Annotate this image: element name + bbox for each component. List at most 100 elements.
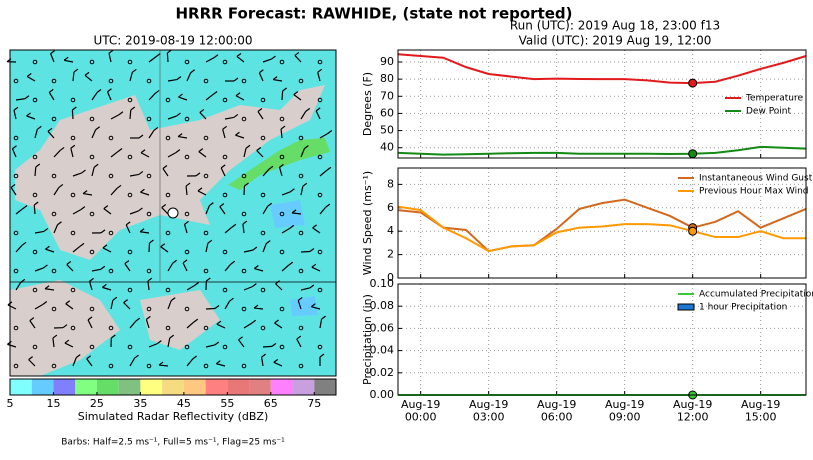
- barb: [182, 262, 188, 272]
- calm-dot: [32, 249, 38, 255]
- calm-dot: [203, 268, 209, 274]
- barb: [72, 106, 77, 111]
- barb: [185, 185, 188, 196]
- barb: [59, 146, 65, 151]
- barb: [44, 285, 50, 290]
- barb: [293, 94, 302, 101]
- barb: [110, 150, 119, 158]
- barb: [262, 243, 267, 253]
- calm-dot: [127, 154, 133, 160]
- colorbar-tick-label: 55: [220, 397, 234, 410]
- barb: [309, 248, 315, 253]
- panel-frame: [397, 49, 807, 159]
- barb: [65, 300, 71, 305]
- barb: [100, 265, 106, 270]
- barb: [311, 266, 321, 272]
- barb: [300, 186, 304, 196]
- barb: [162, 168, 169, 177]
- barb: [178, 93, 183, 98]
- barb: [134, 354, 139, 359]
- barb: [258, 72, 264, 82]
- barb: [64, 342, 74, 348]
- colorbar-segment: [10, 379, 32, 395]
- calm-dot: [32, 192, 38, 198]
- barb: [52, 334, 58, 339]
- barb: [319, 132, 329, 139]
- terrain: [140, 290, 220, 350]
- calm-dot: [89, 116, 95, 122]
- barb: [72, 245, 81, 253]
- y-tick-label: 80: [380, 72, 394, 85]
- colorbar-segment: [314, 379, 336, 395]
- barb: [24, 95, 30, 100]
- colorbar-segment: [53, 379, 76, 395]
- barb: [129, 357, 136, 367]
- calm-dot: [108, 78, 114, 84]
- barb: [131, 68, 137, 73]
- calm-dot: [165, 97, 171, 103]
- calm-dot: [108, 268, 114, 274]
- barb: [262, 168, 270, 177]
- calm-dot: [279, 344, 285, 350]
- calm-dot: [298, 230, 304, 236]
- barb: [251, 283, 257, 288]
- series-line: [397, 145, 807, 156]
- calm-dot: [32, 154, 38, 160]
- colorbar-segment: [183, 379, 206, 395]
- barb: [64, 59, 74, 63]
- barb: [190, 69, 196, 74]
- x-tick-label: Aug-19 09:00: [605, 398, 644, 424]
- calm-dot: [13, 173, 19, 179]
- wind-barbs: [6, 49, 333, 369]
- y-tick-label: 0.08: [370, 299, 395, 312]
- barb: [281, 90, 284, 101]
- calm-dot: [51, 78, 57, 84]
- barb: [118, 111, 124, 116]
- calm-dot: [13, 135, 19, 141]
- barb: [253, 307, 264, 310]
- highlight-marker: [688, 226, 698, 236]
- calm-dot: [241, 306, 247, 312]
- barb: [102, 286, 112, 291]
- barb: [219, 203, 225, 208]
- calm-dot: [89, 59, 95, 65]
- barb: [116, 184, 122, 189]
- calm-dot: [317, 249, 323, 255]
- series-line: [397, 53, 807, 85]
- barb: [265, 240, 271, 245]
- barb: [148, 343, 158, 348]
- calm-dot: [89, 249, 95, 255]
- barb: [262, 345, 273, 348]
- calm-dot: [184, 59, 190, 65]
- barb: [309, 284, 315, 289]
- barb: [235, 134, 245, 139]
- barb: [176, 76, 182, 81]
- barb: [243, 148, 247, 158]
- calm-dot: [146, 268, 152, 274]
- barb: [198, 151, 207, 158]
- calm-dot: [184, 344, 190, 350]
- barb: [213, 54, 219, 59]
- colorbar-label: Simulated Radar Reflectivity (dBZ): [78, 410, 269, 423]
- barb: [262, 205, 269, 215]
- barb: [148, 93, 156, 101]
- barb: [91, 92, 98, 101]
- y-tick-label: 0: [387, 271, 394, 284]
- calm-dot: [165, 325, 171, 331]
- colorbar-frame: [9, 378, 337, 396]
- barb: [12, 145, 17, 150]
- barb: [162, 165, 168, 170]
- barb: [281, 227, 291, 234]
- barb: [102, 244, 108, 249]
- barb: [231, 223, 237, 228]
- calm-dot: [127, 249, 133, 255]
- barb: [254, 267, 264, 272]
- calm-dot: [222, 192, 228, 198]
- calm-dot: [32, 287, 38, 293]
- calm-dot: [203, 78, 209, 84]
- y-tick-label: 60: [380, 106, 394, 119]
- colorbar-segment: [96, 379, 119, 395]
- barb: [186, 321, 195, 329]
- barb: [10, 187, 17, 196]
- calm-dot: [51, 211, 57, 217]
